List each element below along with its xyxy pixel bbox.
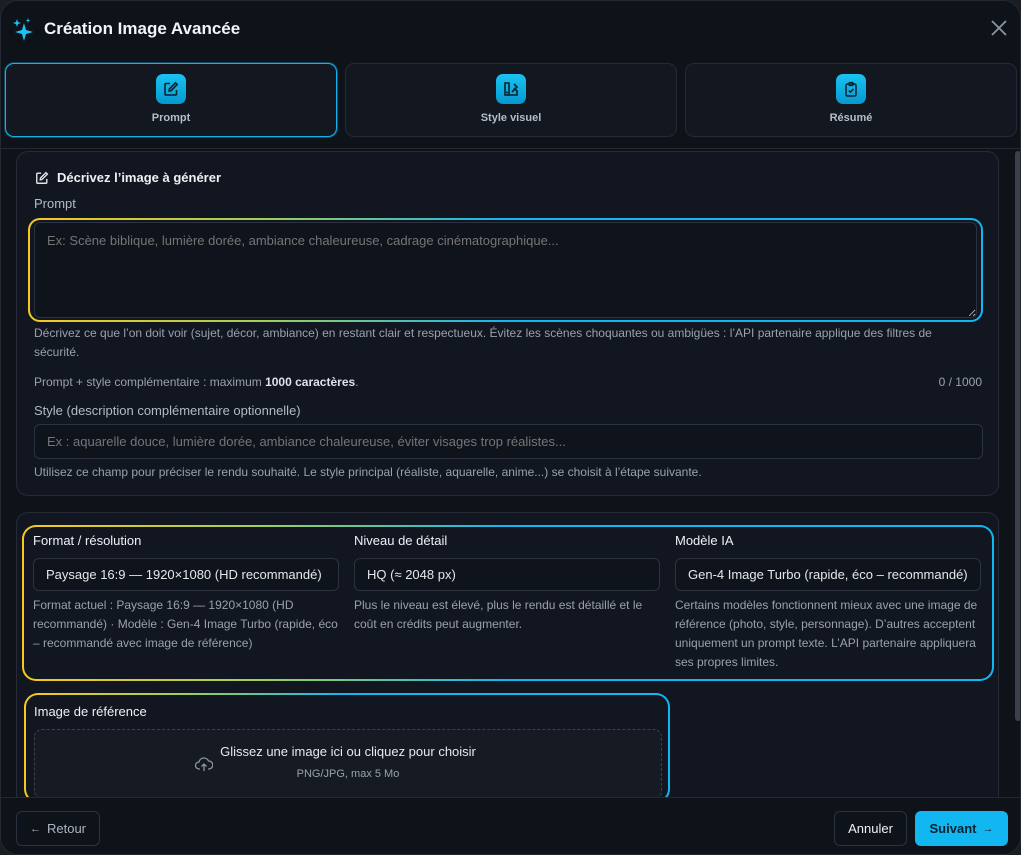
dropzone-text: Glissez une image ici ou cliquez pour ch… [220, 744, 476, 759]
step-label: Résumé [829, 112, 873, 124]
limit-prefix: Prompt + style complémentaire : maximum [34, 375, 266, 389]
next-label: Suivant [929, 821, 977, 836]
format-field: Format / résolution Paysage 16:9 — 1920×… [33, 533, 339, 653]
style-input[interactable] [34, 424, 983, 459]
describe-card: Décrivez l’image à générer Prompt Décriv… [16, 151, 999, 496]
next-button[interactable]: Suivant → [915, 811, 1008, 846]
detail-label: Niveau de détail [354, 533, 448, 548]
detail-help: Plus le niveau est élevé, plus le rendu … [354, 598, 643, 631]
model-label: Modèle IA [675, 533, 734, 548]
edit-icon [156, 74, 186, 104]
modal-footer: ← Retour Annuler Suivant → [1, 797, 1020, 854]
modal-title: Création Image Avancée [44, 19, 241, 38]
step-style-visuel[interactable]: Style visuel [345, 63, 677, 137]
step-prompt[interactable]: Prompt [5, 63, 337, 137]
limit-bold: 1000 caractères [265, 375, 356, 389]
style-label: Style (description complémentaire option… [34, 403, 301, 418]
wizard-steps: Prompt Style visuel Résumé [5, 63, 1017, 137]
detail-field: Niveau de détail HQ (≈ 2048 px) Plus le … [354, 533, 660, 634]
prompt-help: Décrivez ce que l’on doit voir (sujet, d… [34, 326, 932, 359]
settings-highlight: Format / résolution Paysage 16:9 — 1920×… [22, 525, 994, 681]
reference-highlight: Image de référence Glissez une image ici… [24, 693, 670, 797]
upload-cloud-icon [195, 757, 213, 771]
back-label: Retour [46, 821, 87, 836]
clipboard-check-icon [836, 74, 866, 104]
step-label: Prompt [151, 112, 191, 124]
section-title-text: Décrivez l’image à générer [57, 170, 222, 185]
reference-label: Image de référence [34, 704, 147, 719]
palette-icon [496, 74, 526, 104]
char-count: 0 / 1000 [938, 375, 982, 389]
dropzone-hint: PNG/JPG, max 5 Mo [296, 768, 400, 780]
prompt-textarea[interactable] [34, 222, 977, 318]
model-help: Certains modèles fonctionnent mieux avec… [675, 598, 978, 669]
close-icon[interactable] [988, 17, 1010, 39]
format-help: Format actuel : Paysage 16:9 — 1920×1080… [33, 598, 338, 650]
format-label: Format / résolution [33, 533, 142, 548]
step-label: Style visuel [480, 112, 542, 124]
divider [1, 148, 1020, 149]
prompt-highlight [28, 218, 983, 322]
model-select[interactable]: Gen-4 Image Turbo (rapide, éco – recomma… [675, 558, 981, 591]
limit-suffix: . [355, 375, 359, 389]
arrow-left-icon: ← [29, 822, 41, 835]
style-help: Utilisez ce champ pour préciser le rendu… [34, 465, 702, 479]
modal-body: Décrivez l’image à générer Prompt Décriv… [1, 149, 1013, 797]
arrow-right-icon: → [982, 822, 994, 835]
modal-header: Création Image Avancée [1, 1, 1020, 57]
char-limit-note: Prompt + style complémentaire : maximum … [34, 373, 359, 392]
cancel-button[interactable]: Annuler [834, 811, 907, 846]
back-button[interactable]: ← Retour [16, 811, 100, 846]
section-title: Décrivez l’image à générer [35, 170, 221, 185]
edit-icon [36, 171, 49, 184]
scrollbar[interactable] [1015, 151, 1020, 721]
step-resume[interactable]: Résumé [685, 63, 1017, 137]
reference-dropzone[interactable]: Glissez une image ici ou cliquez pour ch… [34, 729, 662, 797]
prompt-label: Prompt [34, 196, 76, 211]
sparkles-icon [13, 18, 33, 41]
format-select[interactable]: Paysage 16:9 — 1920×1080 (HD recommandé) [33, 558, 339, 591]
model-field: Modèle IA Gen-4 Image Turbo (rapide, éco… [675, 533, 981, 672]
detail-select[interactable]: HQ (≈ 2048 px) [354, 558, 660, 591]
settings-card: Format / résolution Paysage 16:9 — 1920×… [16, 512, 999, 797]
